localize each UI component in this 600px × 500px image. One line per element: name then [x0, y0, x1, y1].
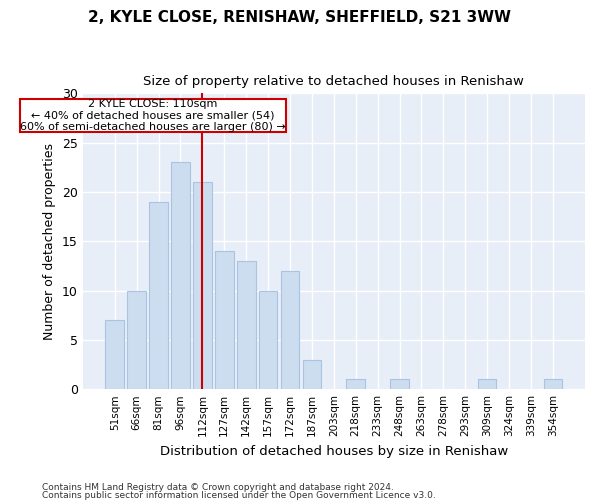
Bar: [478, 380, 496, 389]
Title: Size of property relative to detached houses in Renishaw: Size of property relative to detached ho…: [143, 75, 524, 88]
Bar: [281, 271, 299, 389]
Text: 2, KYLE CLOSE, RENISHAW, SHEFFIELD, S21 3WW: 2, KYLE CLOSE, RENISHAW, SHEFFIELD, S21 …: [89, 10, 511, 25]
Bar: [302, 360, 321, 389]
Bar: [127, 290, 146, 389]
Y-axis label: Number of detached properties: Number of detached properties: [43, 143, 56, 340]
Bar: [193, 182, 212, 389]
Text: Contains HM Land Registry data © Crown copyright and database right 2024.: Contains HM Land Registry data © Crown c…: [42, 484, 394, 492]
Bar: [346, 380, 365, 389]
Text: Contains public sector information licensed under the Open Government Licence v3: Contains public sector information licen…: [42, 490, 436, 500]
Bar: [171, 162, 190, 389]
X-axis label: Distribution of detached houses by size in Renishaw: Distribution of detached houses by size …: [160, 444, 508, 458]
Bar: [106, 320, 124, 389]
Bar: [237, 261, 256, 389]
Text: 2 KYLE CLOSE: 110sqm
← 40% of detached houses are smaller (54)
60% of semi-detac: 2 KYLE CLOSE: 110sqm ← 40% of detached h…: [20, 99, 286, 132]
Bar: [544, 380, 562, 389]
Bar: [390, 380, 409, 389]
Bar: [149, 202, 168, 389]
Bar: [215, 251, 233, 389]
Bar: [259, 290, 277, 389]
